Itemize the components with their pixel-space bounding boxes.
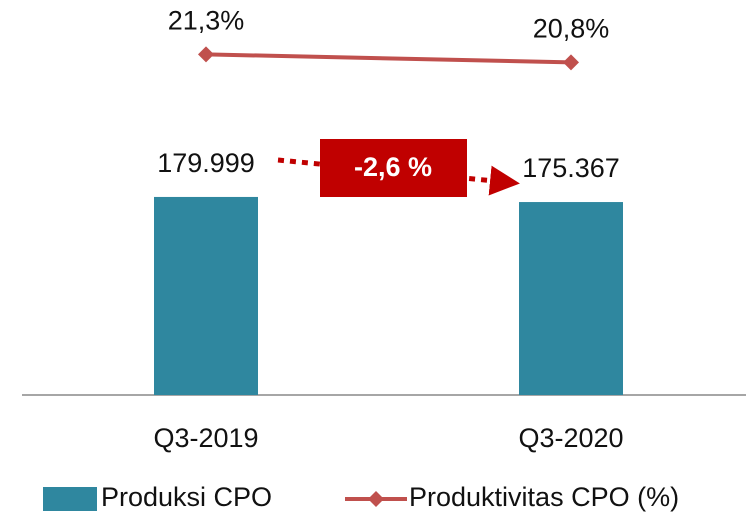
legend-label: Produksi CPO <box>101 482 272 512</box>
legend-label: Produktivitas CPO (%) <box>409 482 679 512</box>
data-label: 20,8% <box>533 13 610 43</box>
bar <box>154 196 258 395</box>
change-arrow <box>277 157 520 196</box>
line-marker <box>563 54 579 71</box>
legend-swatch <box>43 487 97 511</box>
line-marker <box>198 46 214 63</box>
legend-swatch-marker <box>368 491 384 507</box>
data-label: 21,3% <box>168 5 245 35</box>
annotation-box <box>320 139 467 197</box>
line <box>205 52 572 65</box>
data-label: 179.999 <box>157 148 255 178</box>
x-tick-label: Q3-2020 <box>518 423 623 453</box>
bar <box>519 202 623 395</box>
data-label: 175.367 <box>522 153 620 183</box>
annotation: -2,6 % <box>354 152 432 182</box>
x-tick-label: Q3-2019 <box>153 423 258 453</box>
